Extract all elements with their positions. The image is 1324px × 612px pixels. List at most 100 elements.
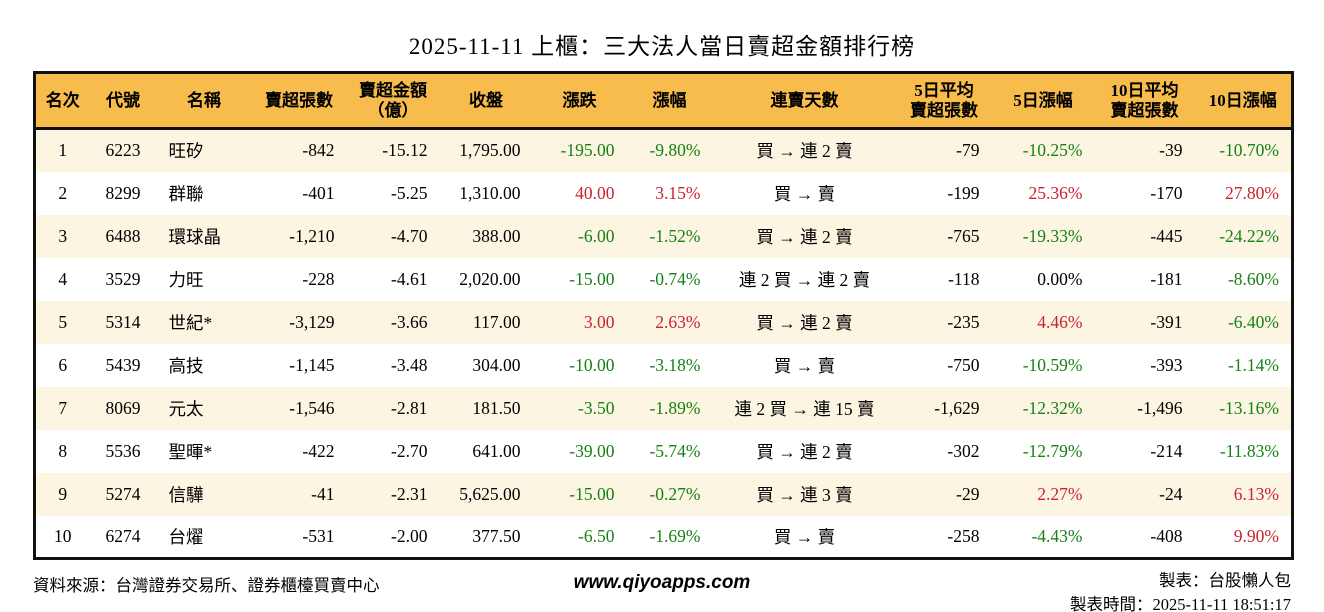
pct5-cell: 2.27% [1037, 483, 1083, 504]
table-row: 3 6488 環球晶 -1,210 -4.70 388.00 -6.00 -1.… [34, 214, 1293, 258]
sell-volume-cell: -1,145 [289, 354, 335, 375]
avg10-volume-cell: -181 [1150, 268, 1183, 289]
made-time: 製表時間：2025-11-11 18:51:17 [1069, 594, 1292, 612]
pct5-cell: -12.32% [1022, 397, 1083, 418]
pct5-cell: -10.25% [1022, 140, 1083, 161]
avg10-volume-cell: -445 [1150, 225, 1183, 246]
sell-amount-cell: -5.25 [391, 182, 428, 203]
change-pct-cell: 3.15% [655, 182, 701, 203]
change-cell: -3.50 [578, 397, 615, 418]
sell-volume-cell: -842 [302, 140, 335, 161]
stock-code-cell: 6274 [105, 525, 141, 546]
header-5d-change-pct: 5日漲幅 [991, 72, 1095, 130]
avg10-volume-cell: -170 [1150, 182, 1183, 203]
sell-volume-cell: -3,129 [289, 311, 335, 332]
header-avg5-volume: 5日平均 賣超張數 [896, 72, 992, 130]
change-pct-cell: -9.80% [649, 140, 701, 161]
change-cell: -10.00 [569, 354, 615, 375]
change-pct-cell: -1.89% [649, 397, 701, 418]
rank-cell: 10 [54, 525, 72, 546]
table-row: 2 8299 群聯 -401 -5.25 1,310.00 40.00 3.15… [34, 171, 1293, 215]
stock-code-cell: 5536 [105, 440, 141, 461]
sell-streak-cell: 買 → 連 2 賣 [756, 312, 853, 333]
sell-streak-cell: 連 2 買 → 連 2 賣 [738, 269, 871, 290]
header-close: 收盤 [439, 72, 533, 130]
rank-cell: 2 [58, 182, 68, 203]
avg10-volume-cell: -408 [1150, 525, 1183, 546]
table-row: 4 3529 力旺 -228 -4.61 2,020.00 -15.00 -0.… [34, 257, 1293, 301]
change-cell: -6.50 [578, 525, 615, 546]
change-cell: -15.00 [569, 268, 615, 289]
avg10-volume-cell: -393 [1150, 354, 1183, 375]
rank-cell: 1 [58, 140, 68, 161]
sell-volume-cell: -1,546 [289, 397, 335, 418]
pct10-cell: -11.83% [1219, 440, 1279, 461]
sell-streak-cell: 買 → 賣 [773, 526, 836, 547]
change-pct-cell: -0.74% [649, 268, 701, 289]
change-pct-cell: -1.69% [649, 525, 701, 546]
avg10-volume-cell: -39 [1159, 140, 1183, 161]
stock-code-cell: 5314 [105, 311, 141, 332]
sell-streak-cell: 買 → 連 3 賣 [756, 484, 853, 505]
header-code: 代號 [89, 72, 157, 130]
pct10-cell: 9.90% [1233, 525, 1279, 546]
stock-code-cell: 6488 [105, 225, 141, 246]
table-row: 6 5439 高技 -1,145 -3.48 304.00 -10.00 -3.… [34, 343, 1293, 387]
header-name: 名稱 [156, 72, 252, 130]
header-sell-amount: 賣超金額 （億） [346, 72, 440, 130]
header-change-pct: 漲幅 [626, 72, 713, 130]
stock-name-cell: 環球晶 [168, 226, 222, 247]
avg5-volume-cell: -79 [956, 140, 980, 161]
ranking-table: 名次 代號 名稱 賣超張數 賣超金額 （億） 收盤 漲跌 漲幅 連賣天數 5日平… [33, 71, 1294, 560]
close-price-cell: 5,625.00 [459, 483, 521, 504]
header-sell-streak: 連賣天數 [712, 72, 897, 130]
table-row: 8 5536 聖暉* -422 -2.70 641.00 -39.00 -5.7… [34, 429, 1293, 473]
avg5-volume-cell: -765 [947, 225, 980, 246]
change-cell: 40.00 [575, 182, 615, 203]
sell-streak-cell: 連 2 買 → 連 15 賣 [734, 398, 875, 419]
change-pct-cell: -3.18% [649, 354, 701, 375]
stock-code-cell: 3529 [105, 268, 141, 289]
stock-name-cell: 旺矽 [168, 141, 204, 162]
close-price-cell: 641.00 [472, 440, 521, 461]
table-row: 7 8069 元太 -1,546 -2.81 181.50 -3.50 -1.8… [34, 386, 1293, 430]
stock-code-cell: 5439 [105, 354, 141, 375]
stock-code-cell: 8069 [105, 397, 141, 418]
avg5-volume-cell: -29 [956, 483, 980, 504]
close-price-cell: 1,795.00 [459, 140, 521, 161]
pct5-cell: 25.36% [1028, 182, 1083, 203]
stock-name-cell: 信驊 [168, 484, 204, 505]
pct10-cell: -6.40% [1227, 311, 1279, 332]
page-title: 2025-11-11 上櫃：三大法人當日賣超金額排行榜 [408, 34, 916, 59]
website-label: www.qiyoapps.com [573, 572, 751, 593]
rank-cell: 5 [58, 311, 68, 332]
close-price-cell: 181.50 [472, 397, 521, 418]
sell-amount-cell: -4.70 [391, 225, 428, 246]
sell-streak-cell: 買 → 連 2 賣 [756, 141, 853, 162]
pct10-cell: -8.60% [1227, 268, 1279, 289]
pct10-cell: -13.16% [1219, 397, 1279, 418]
close-price-cell: 117.00 [473, 311, 521, 332]
change-pct-cell: -5.74% [649, 440, 701, 461]
sell-streak-cell: 買 → 連 2 賣 [756, 226, 853, 247]
footer: 資料來源：台灣證券交易所、證券櫃檯買賣中心 www.qiyoapps.com 製… [33, 569, 1291, 612]
avg5-volume-cell: -235 [947, 311, 980, 332]
table-row: 9 5274 信驊 -41 -2.31 5,625.00 -15.00 -0.2… [34, 472, 1293, 516]
sell-amount-cell: -15.12 [382, 140, 428, 161]
header-avg10-volume: 10日平均 賣超張數 [1094, 72, 1195, 130]
avg10-volume-cell: -391 [1150, 311, 1183, 332]
sell-amount-cell: -3.48 [391, 354, 428, 375]
stock-code-cell: 5274 [105, 483, 141, 504]
change-pct-cell: -1.52% [649, 225, 701, 246]
stock-name-cell: 聖暉* [168, 441, 213, 462]
stock-name-cell: 力旺 [168, 269, 204, 290]
maker-label: 製表：台股懶人包 [1159, 571, 1292, 590]
sell-streak-cell: 買 → 連 2 賣 [756, 441, 853, 462]
table-row: 5 5314 世紀* -3,129 -3.66 117.00 3.00 2.63… [34, 300, 1293, 344]
avg5-volume-cell: -750 [947, 354, 980, 375]
sell-volume-cell: -401 [302, 182, 335, 203]
credit-block: 製表：台股懶人包 製表時間：2025-11-11 18:51:17 [750, 569, 1291, 612]
sell-volume-cell: -1,210 [289, 225, 335, 246]
stock-code-cell: 6223 [105, 140, 141, 161]
table-header: 名次 代號 名稱 賣超張數 賣超金額 （億） 收盤 漲跌 漲幅 連賣天數 5日平… [34, 72, 1293, 130]
